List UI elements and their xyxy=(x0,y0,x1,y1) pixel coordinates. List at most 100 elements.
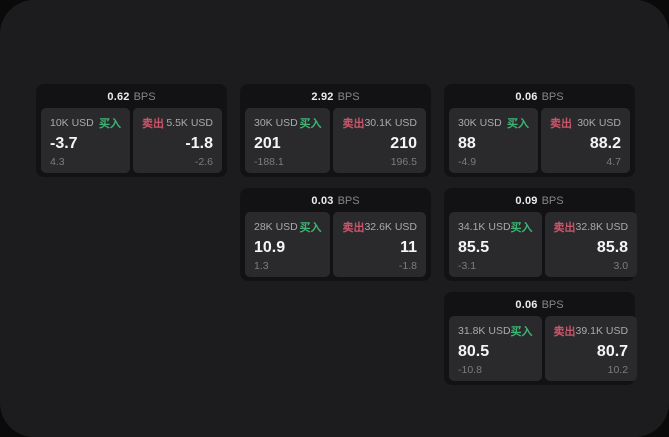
buy-amount: 31.8K USD xyxy=(458,325,511,337)
buy-side-label: 买入 xyxy=(510,222,533,234)
sell-tile[interactable]: 卖出 30.1K USD 210 196.5 xyxy=(333,108,426,173)
sell-secondary-value: 10.2 xyxy=(607,363,629,376)
sell-amount: 30K USD xyxy=(577,117,621,129)
buy-price: 10.9 xyxy=(254,238,286,256)
quote-tiles: 34.1K USD 买入 85.5 -3.1 卖出 32.8K USD 85.8… xyxy=(449,212,638,277)
price-card: 0.06 BPS 30K USD 买入 88 -4.9 卖出 30K USD 8… xyxy=(444,84,635,177)
sell-price: 85.8 xyxy=(596,238,629,256)
buy-amount: 30K USD xyxy=(254,117,298,129)
sell-price: 11 xyxy=(400,238,417,256)
card-header: 2.92 BPS xyxy=(240,84,431,107)
price-card: 0.06 BPS 31.8K USD 买入 80.5 -10.8 卖出 39.1… xyxy=(444,292,638,385)
buy-secondary-value: -4.9 xyxy=(458,155,477,168)
sell-price: 88.2 xyxy=(589,134,621,152)
buy-tile-header: 31.8K USD 买入 xyxy=(458,323,533,339)
sell-tile[interactable]: 卖出 32.6K USD 11 -1.8 xyxy=(333,212,426,277)
sell-amount: 39.1K USD xyxy=(575,325,629,337)
sell-side-label: 卖出 xyxy=(342,222,365,234)
sell-secondary-value: 4.7 xyxy=(606,155,621,168)
sell-side-label: 卖出 xyxy=(342,118,365,130)
price-card: 2.92 BPS 30K USD 买入 201 -188.1 卖出 30.1K … xyxy=(240,84,431,177)
bps-value: 0.06 xyxy=(515,298,538,311)
sell-tile[interactable]: 卖出 30K USD 88.2 4.7 xyxy=(541,108,630,173)
bps-unit-label: BPS xyxy=(337,194,360,207)
buy-side-label: 买入 xyxy=(510,326,533,338)
sell-tile-header: 卖出 32.6K USD xyxy=(342,219,417,235)
buy-amount: 10K USD xyxy=(50,117,94,129)
card-header: 0.06 BPS xyxy=(444,292,635,315)
buy-tile[interactable]: 10K USD 买入 -3.7 4.3 xyxy=(41,108,130,173)
bps-value: 2.92 xyxy=(311,90,334,103)
sell-amount: 5.5K USD xyxy=(166,117,213,129)
quote-tiles: 31.8K USD 买入 80.5 -10.8 卖出 39.1K USD 80.… xyxy=(449,316,638,381)
quote-tiles: 30K USD 买入 201 -188.1 卖出 30.1K USD 210 1… xyxy=(245,108,426,173)
buy-price: 88 xyxy=(458,134,476,152)
quote-tiles: 30K USD 买入 88 -4.9 卖出 30K USD 88.2 4.7 xyxy=(449,108,630,173)
bps-unit-label: BPS xyxy=(337,90,360,103)
buy-tile[interactable]: 30K USD 买入 88 -4.9 xyxy=(449,108,538,173)
sell-price: -1.8 xyxy=(185,134,213,152)
quote-tiles: 28K USD 买入 10.9 1.3 卖出 32.6K USD 11 -1.8 xyxy=(245,212,426,277)
buy-secondary-value: -188.1 xyxy=(254,155,284,168)
bps-unit-label: BPS xyxy=(541,194,564,207)
buy-secondary-value: -10.8 xyxy=(458,363,482,376)
sell-secondary-value: -2.6 xyxy=(194,155,213,168)
price-card: 0.62 BPS 10K USD 买入 -3.7 4.3 卖出 5.5K USD… xyxy=(36,84,227,177)
sell-side-label: 卖出 xyxy=(142,118,164,130)
buy-side-label: 买入 xyxy=(299,118,322,130)
buy-price: 201 xyxy=(254,134,281,152)
sell-secondary-value: -1.8 xyxy=(398,259,417,272)
sell-tile-header: 卖出 39.1K USD xyxy=(554,323,629,339)
card-header: 0.09 BPS xyxy=(444,188,635,211)
buy-tile-header: 30K USD 买入 xyxy=(254,115,321,131)
buy-side-label: 买入 xyxy=(299,222,322,234)
sell-secondary-value: 3.0 xyxy=(613,259,629,272)
sell-amount: 30.1K USD xyxy=(364,117,417,129)
bps-unit-label: BPS xyxy=(541,90,564,103)
sell-price: 80.7 xyxy=(596,342,629,360)
card-header: 0.06 BPS xyxy=(444,84,635,107)
buy-tile[interactable]: 34.1K USD 买入 85.5 -3.1 xyxy=(449,212,542,277)
sell-tile-header: 卖出 32.8K USD xyxy=(554,219,629,235)
sell-tile-header: 卖出 5.5K USD xyxy=(142,115,213,131)
buy-tile[interactable]: 31.8K USD 买入 80.5 -10.8 xyxy=(449,316,542,381)
bps-value: 0.09 xyxy=(515,194,538,207)
card-header: 0.03 BPS xyxy=(240,188,431,211)
sell-tile[interactable]: 卖出 32.8K USD 85.8 3.0 xyxy=(544,212,638,277)
buy-side-label: 买入 xyxy=(507,118,529,130)
sell-tile[interactable]: 卖出 39.1K USD 80.7 10.2 xyxy=(544,316,638,381)
bps-value: 0.06 xyxy=(515,90,538,103)
sell-amount: 32.8K USD xyxy=(575,221,629,233)
buy-secondary-value: 4.3 xyxy=(50,155,65,168)
sell-tile-header: 卖出 30.1K USD xyxy=(342,115,417,131)
sell-side-label: 卖出 xyxy=(553,326,576,338)
buy-side-label: 买入 xyxy=(99,118,121,130)
buy-tile[interactable]: 28K USD 买入 10.9 1.3 xyxy=(245,212,331,277)
buy-amount: 28K USD xyxy=(254,221,298,233)
sell-price: 210 xyxy=(390,134,417,152)
buy-price: 80.5 xyxy=(458,342,490,360)
buy-amount: 34.1K USD xyxy=(458,221,511,233)
sell-side-label: 卖出 xyxy=(550,118,572,130)
buy-secondary-value: -3.1 xyxy=(458,259,477,272)
buy-price: 85.5 xyxy=(458,238,490,256)
card-header: 0.62 BPS xyxy=(36,84,227,107)
bps-value: 0.62 xyxy=(107,90,130,103)
sell-tile[interactable]: 卖出 5.5K USD -1.8 -2.6 xyxy=(133,108,222,173)
quote-tiles: 10K USD 买入 -3.7 4.3 卖出 5.5K USD -1.8 -2.… xyxy=(41,108,222,173)
buy-tile[interactable]: 30K USD 买入 201 -188.1 xyxy=(245,108,331,173)
sell-secondary-value: 196.5 xyxy=(390,155,417,168)
price-card: 0.03 BPS 28K USD 买入 10.9 1.3 卖出 32.6K US… xyxy=(240,188,431,281)
buy-tile-header: 28K USD 买入 xyxy=(254,219,321,235)
sell-tile-header: 卖出 30K USD xyxy=(550,115,621,131)
bps-unit-label: BPS xyxy=(541,298,564,311)
buy-tile-header: 34.1K USD 买入 xyxy=(458,219,533,235)
sell-amount: 32.6K USD xyxy=(364,221,417,233)
buy-tile-header: 10K USD 买入 xyxy=(50,115,121,131)
bps-value: 0.03 xyxy=(311,194,334,207)
bps-unit-label: BPS xyxy=(133,90,156,103)
buy-amount: 30K USD xyxy=(458,117,502,129)
buy-price: -3.7 xyxy=(50,134,78,152)
